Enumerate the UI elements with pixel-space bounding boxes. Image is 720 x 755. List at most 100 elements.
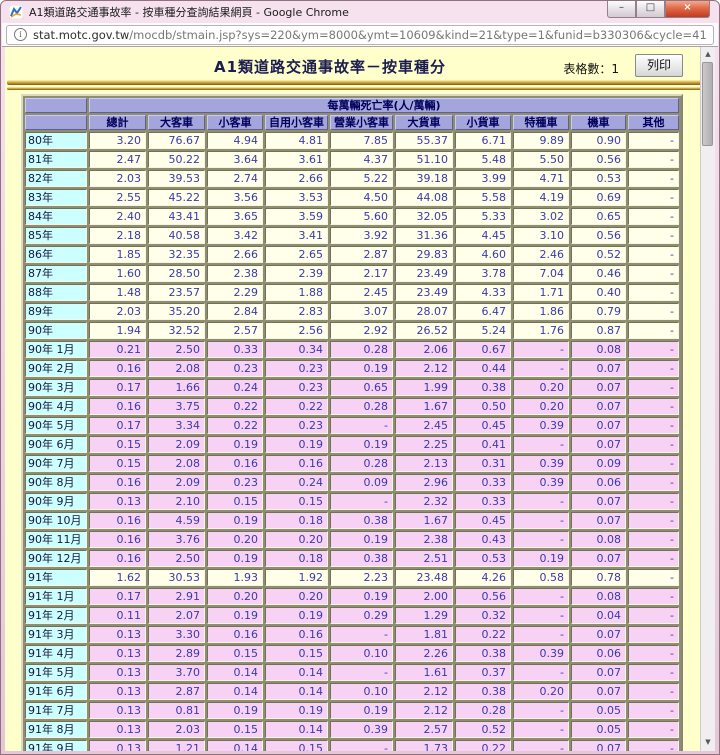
row-label: 90年 9月 bbox=[25, 493, 87, 510]
value-cell: 1.99 bbox=[395, 379, 453, 396]
value-cell: 3.30 bbox=[148, 626, 205, 643]
value-cell: 3.75 bbox=[148, 398, 205, 415]
value-cell: 0.16 bbox=[89, 360, 146, 377]
column-header: 營業小客車 bbox=[330, 115, 393, 130]
value-cell: 0.53 bbox=[571, 170, 626, 187]
value-cell: 4.37 bbox=[330, 151, 393, 168]
value-cell: 2.92 bbox=[330, 322, 393, 339]
value-cell: 0.33 bbox=[455, 474, 511, 491]
value-cell: - bbox=[628, 626, 679, 643]
value-cell: 0.39 bbox=[513, 645, 569, 662]
value-cell: 2.51 bbox=[395, 550, 453, 567]
table-row: 91年 3月 0.13 3.30 0.16 0.16-1.81 0.22-0.07- bbox=[25, 626, 679, 643]
value-cell: 0.17 bbox=[89, 379, 146, 396]
scroll-thumb[interactable] bbox=[702, 62, 713, 146]
column-header: 小客車 bbox=[207, 115, 263, 130]
value-cell: 0.19 bbox=[265, 607, 328, 624]
value-cell: 43.41 bbox=[148, 208, 205, 225]
group-header-cell: 每萬輛死亡率(人/萬輛) bbox=[89, 98, 679, 113]
value-cell: 1.67 bbox=[395, 398, 453, 415]
value-cell: 0.22 bbox=[455, 626, 511, 643]
value-cell: 0.23 bbox=[265, 379, 328, 396]
value-cell: 4.26 bbox=[455, 569, 511, 586]
page-info-icon[interactable]: i bbox=[14, 28, 27, 41]
value-cell: 0.07 bbox=[571, 493, 626, 510]
value-cell: 0.09 bbox=[571, 455, 626, 472]
row-label: 90年 5月 bbox=[25, 417, 87, 434]
value-cell: 50.22 bbox=[148, 151, 205, 168]
value-cell: 0.34 bbox=[265, 341, 328, 358]
url-domain: stat.motc.gov.tw bbox=[33, 27, 130, 42]
value-cell: 1.93 bbox=[207, 569, 263, 586]
value-cell: 4.60 bbox=[455, 246, 511, 263]
scroll-down-icon[interactable]: ▼ bbox=[705, 738, 711, 746]
value-cell: 3.92 bbox=[330, 227, 393, 244]
value-cell: 0.56 bbox=[571, 227, 626, 244]
value-cell: 3.65 bbox=[207, 208, 263, 225]
value-cell: - bbox=[628, 588, 679, 605]
vertical-scrollbar[interactable]: ▲ ▼ bbox=[700, 47, 715, 751]
maximize-button[interactable]: □ bbox=[636, 1, 665, 18]
value-cell: 2.08 bbox=[148, 455, 205, 472]
value-cell: 2.89 bbox=[148, 645, 205, 662]
value-cell: 0.16 bbox=[265, 626, 328, 643]
table-row: 90年 6月 0.15 2.09 0.19 0.19 0.19 2.25 0.41-0.07- bbox=[25, 436, 679, 453]
value-cell: 0.40 bbox=[571, 284, 626, 301]
value-cell: 0.17 bbox=[89, 588, 146, 605]
table-row: 90年 5月 0.17 3.34 0.22 0.23-2.45 0.45 0.39 0.07- bbox=[25, 417, 679, 434]
close-button[interactable]: × bbox=[665, 1, 710, 18]
value-cell: 0.58 bbox=[513, 569, 569, 586]
value-cell: 2.08 bbox=[148, 360, 205, 377]
value-cell: 3.07 bbox=[330, 303, 393, 320]
value-cell: 1.73 bbox=[395, 740, 453, 751]
table-row: 84年 2.40 43.41 3.65 3.59 5.60 32.05 5.33 3.02 0.6… bbox=[25, 208, 679, 225]
value-cell: 0.16 bbox=[89, 474, 146, 491]
value-cell: - bbox=[628, 189, 679, 206]
value-cell: 0.28 bbox=[330, 398, 393, 415]
value-cell: 31.36 bbox=[395, 227, 453, 244]
value-cell: 2.84 bbox=[207, 303, 263, 320]
value-cell: 0.45 bbox=[455, 512, 511, 529]
value-cell: 0.52 bbox=[571, 246, 626, 263]
row-label: 80年 bbox=[25, 132, 87, 149]
print-button[interactable]: 列印 bbox=[635, 54, 683, 77]
value-cell: 45.22 bbox=[148, 189, 205, 206]
value-cell: 3.53 bbox=[265, 189, 328, 206]
value-cell: - bbox=[628, 303, 679, 320]
value-cell: - bbox=[513, 531, 569, 548]
value-cell: 39.18 bbox=[395, 170, 453, 187]
value-cell: 0.46 bbox=[571, 265, 626, 282]
value-cell: 0.07 bbox=[571, 683, 626, 700]
value-cell: 1.85 bbox=[89, 246, 146, 263]
url-input[interactable]: i stat.motc.gov.tw/mocdb/stmain.jsp?sys=… bbox=[6, 24, 714, 45]
scroll-up-icon[interactable]: ▲ bbox=[705, 50, 711, 58]
value-cell: 0.69 bbox=[571, 189, 626, 206]
value-cell: 0.10 bbox=[330, 683, 393, 700]
row-label: 82年 bbox=[25, 170, 87, 187]
value-cell: 0.28 bbox=[330, 341, 393, 358]
value-cell: - bbox=[513, 512, 569, 529]
value-cell: - bbox=[330, 417, 393, 434]
value-cell: 0.07 bbox=[571, 626, 626, 643]
value-cell: 0.20 bbox=[513, 398, 569, 415]
value-cell: 2.57 bbox=[395, 721, 453, 738]
value-cell: 0.20 bbox=[207, 588, 263, 605]
page-title: A1類道路交通事故率－按車種分 bbox=[213, 58, 447, 76]
value-cell: 23.49 bbox=[395, 284, 453, 301]
value-cell: 0.65 bbox=[571, 208, 626, 225]
value-cell: 1.66 bbox=[148, 379, 205, 396]
value-cell: 28.50 bbox=[148, 265, 205, 282]
value-cell: 0.19 bbox=[207, 550, 263, 567]
value-cell: 55.37 bbox=[395, 132, 453, 149]
minimize-button[interactable]: – bbox=[607, 1, 636, 18]
row-label: 81年 bbox=[25, 151, 87, 168]
value-cell: - bbox=[628, 341, 679, 358]
value-cell: 2.96 bbox=[395, 474, 453, 491]
value-cell: 1.67 bbox=[395, 512, 453, 529]
value-cell: 2.47 bbox=[89, 151, 146, 168]
value-cell: 5.24 bbox=[455, 322, 511, 339]
row-label: 86年 bbox=[25, 246, 87, 263]
table-row: 91年 2月 0.11 2.07 0.19 0.19 0.29 1.29 0.32-0.04- bbox=[25, 607, 679, 624]
value-cell: 2.13 bbox=[395, 455, 453, 472]
value-cell: 2.38 bbox=[395, 531, 453, 548]
